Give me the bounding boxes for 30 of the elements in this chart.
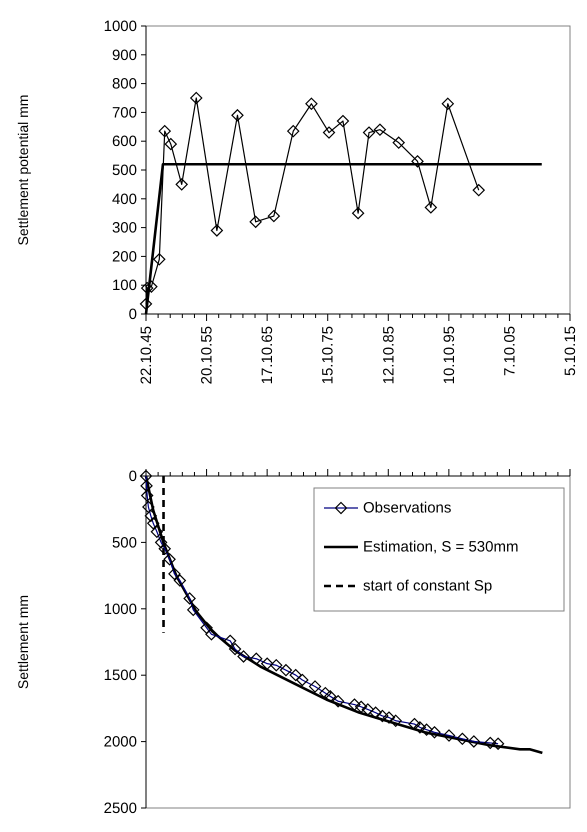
y-axis-title: Settlement mm [15, 594, 31, 690]
x-tick-label: 12.10.85 [380, 326, 398, 384]
y-tick-label: 500 [112, 162, 137, 179]
y-tick-label: 1000 [104, 18, 137, 35]
y-tick-label: 900 [112, 46, 137, 64]
y-tick-label: 1500 [104, 667, 137, 684]
x-tick-label: 7.10.05 [501, 326, 518, 376]
y-tick-label: 0 [128, 306, 137, 323]
legend-label: start of constant Sp [363, 578, 492, 594]
x-tick-label: 5.10.15 [562, 326, 579, 376]
y-tick-label: 600 [112, 133, 137, 150]
x-tick-label: 10.10.95 [440, 326, 458, 384]
x-tick-label: 17.10.65 [259, 326, 276, 384]
y-tick-label: 2500 [104, 800, 137, 817]
y-tick-label: 1000 [104, 600, 137, 618]
x-tick-label: 15.10.75 [320, 326, 337, 384]
legend-label: Estimation, S = 530mm [363, 538, 518, 556]
y-axis-title: Settlement potential mm [15, 94, 31, 246]
y-tick-label: 100 [112, 277, 137, 294]
y-tick-label: 2000 [104, 734, 137, 751]
y-tick-label: 0 [128, 468, 137, 485]
x-tick-label: 22.10.45 [138, 326, 155, 384]
y-tick-label: 400 [112, 190, 137, 208]
x-tick-label: 20.10.55 [198, 326, 216, 384]
y-tick-label: 700 [112, 104, 137, 122]
y-tick-label: 300 [112, 220, 137, 237]
y-tick-label: 500 [112, 534, 137, 552]
y-tick-label: 200 [112, 248, 137, 266]
legend-label: Observations [363, 500, 452, 516]
y-tick-label: 800 [112, 76, 137, 93]
